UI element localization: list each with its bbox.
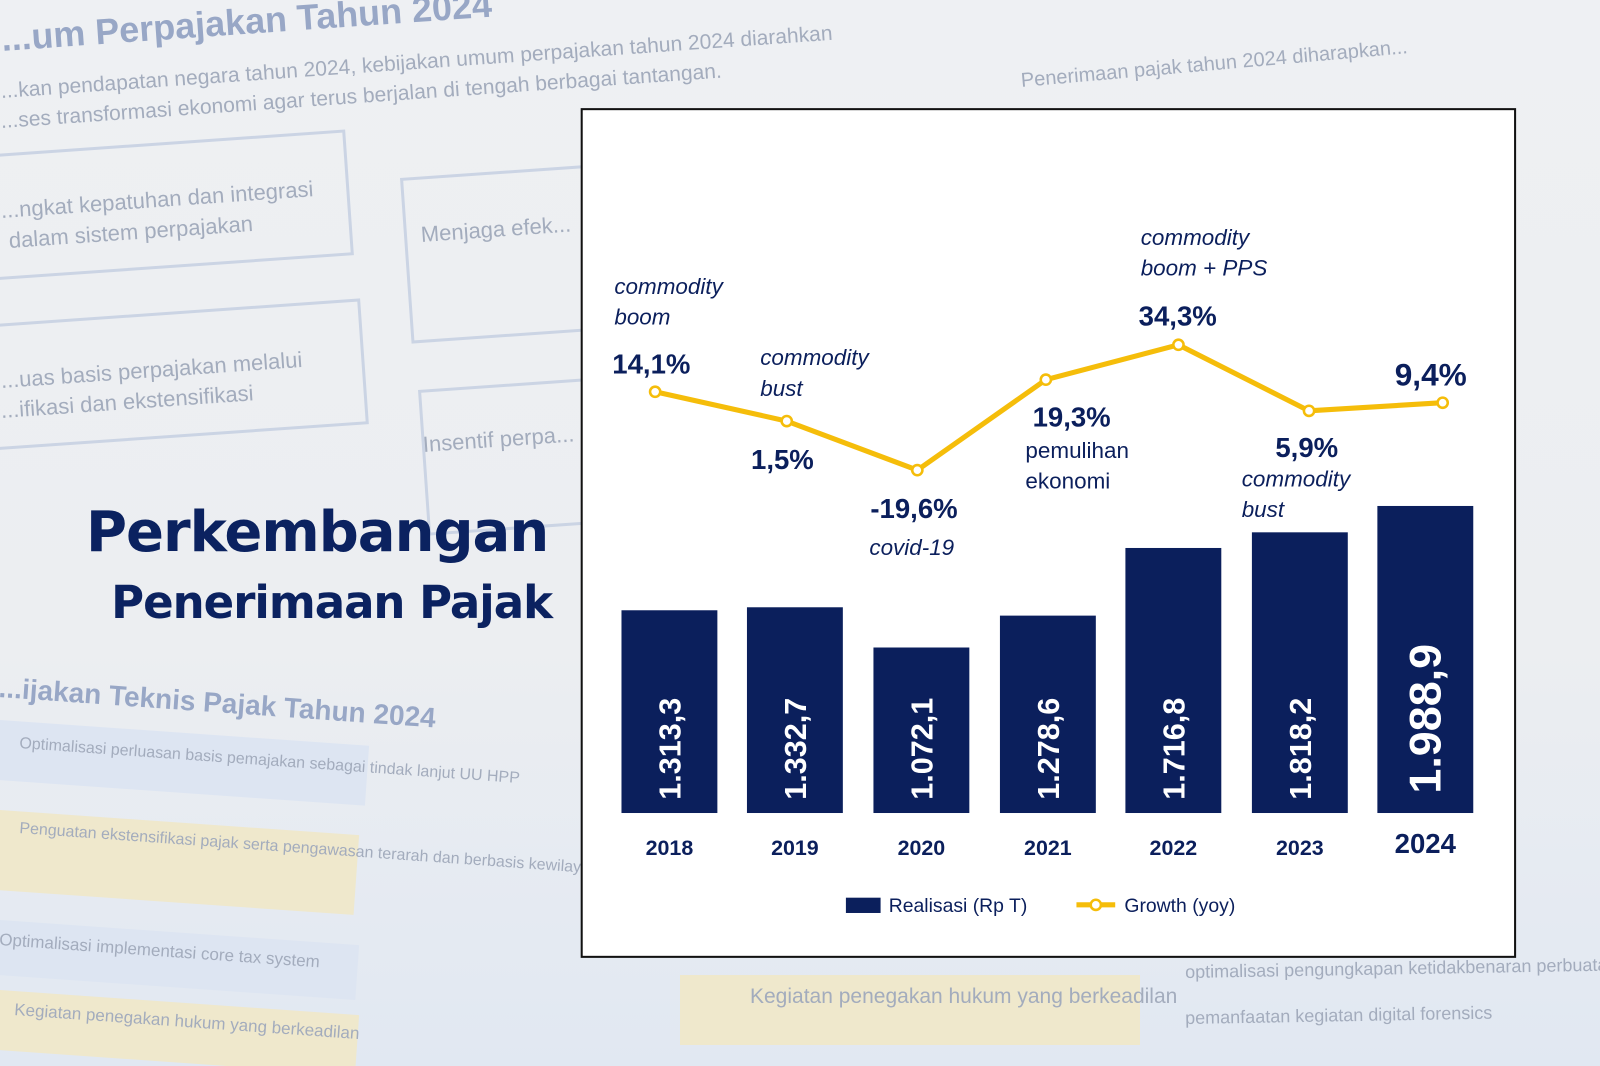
- bg-text: Kegiatan penegakan hukum yang berkeadila…: [750, 985, 1178, 1008]
- bg-box: [400, 163, 618, 344]
- title-line-1: Perkembangan: [86, 500, 549, 565]
- bg-text: optimalisasi pengungkapan ketidakbenaran…: [1185, 954, 1600, 982]
- bg-text: Penerimaan pajak tahun 2024 diharapkan..…: [1020, 36, 1409, 92]
- bg-text: pemanfaatan kegiatan digital forensics: [1185, 1002, 1493, 1028]
- bg-band: [680, 975, 1140, 1045]
- title-line-2: Penerimaan Pajak: [111, 576, 553, 629]
